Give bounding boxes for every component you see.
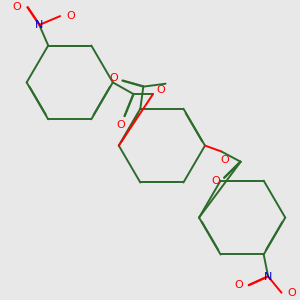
Text: N: N: [35, 20, 44, 30]
Text: O: O: [211, 176, 220, 186]
Text: O: O: [13, 2, 21, 12]
Text: O: O: [156, 85, 165, 95]
Text: O: O: [66, 11, 75, 21]
Text: O: O: [234, 280, 243, 290]
Text: O: O: [109, 73, 118, 83]
Text: O: O: [287, 288, 296, 298]
Text: N: N: [264, 272, 272, 281]
Text: O: O: [220, 155, 229, 165]
Text: O: O: [116, 120, 125, 130]
